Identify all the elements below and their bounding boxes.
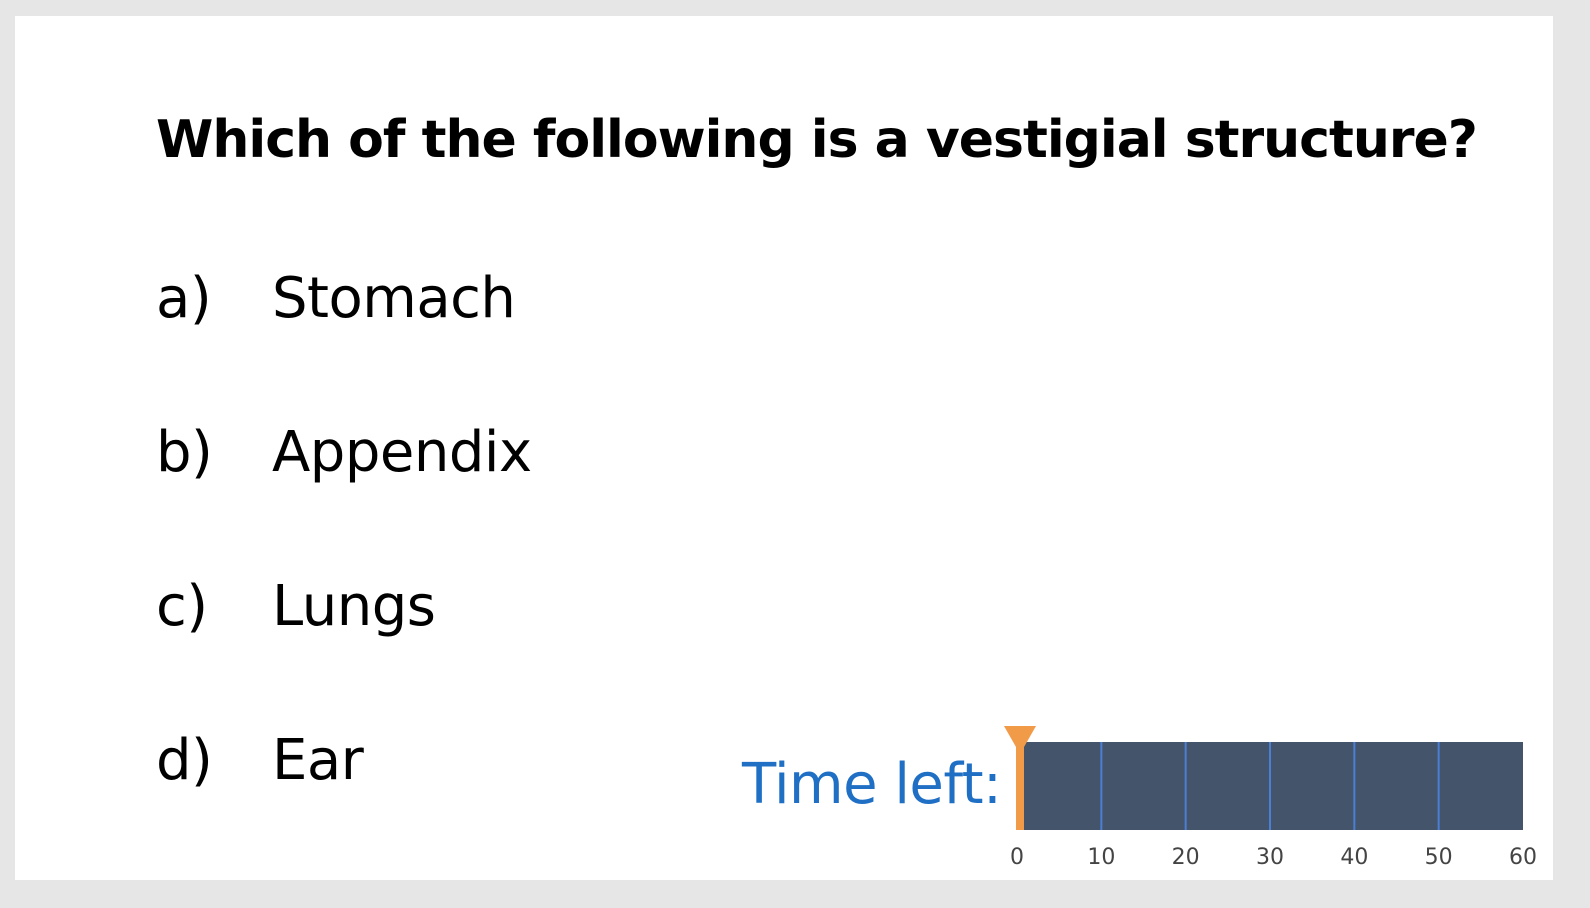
timer-gridlines <box>1100 742 1440 830</box>
timer-marker-arrow-icon <box>1004 726 1036 754</box>
timer-tick-label: 60 <box>1509 845 1537 870</box>
option-b: b) Appendix <box>156 420 532 485</box>
option-text: Ear <box>272 728 364 793</box>
option-letter: c) <box>156 574 208 639</box>
slide: Which of the following is a vestigial st… <box>15 16 1553 880</box>
timer-marker-line <box>1016 738 1024 830</box>
timer-tick-label: 0 <box>1010 845 1024 870</box>
option-d: d) Ear <box>156 728 364 793</box>
option-c: c) Lungs <box>156 574 436 639</box>
timer-tick-label: 50 <box>1425 845 1453 870</box>
timer-tick-labels: 0 10 20 30 40 50 60 <box>1010 845 1537 870</box>
timer-tick-label: 30 <box>1256 845 1284 870</box>
time-left-label: Time left: <box>742 752 1002 817</box>
option-a: a) Stomach <box>156 266 516 331</box>
timer-tick-label: 40 <box>1340 845 1368 870</box>
option-text: Stomach <box>272 266 516 331</box>
timer-chart: 0 10 20 30 40 50 60 <box>1004 726 1537 870</box>
option-text: Appendix <box>272 420 532 485</box>
timer-tick-label: 10 <box>1087 845 1115 870</box>
option-letter: a) <box>156 266 212 331</box>
timer-tick-label: 20 <box>1172 845 1200 870</box>
question-title: Which of the following is a vestigial st… <box>156 110 1478 170</box>
option-letter: d) <box>156 728 213 793</box>
option-letter: b) <box>156 420 213 485</box>
option-text: Lungs <box>272 574 436 639</box>
